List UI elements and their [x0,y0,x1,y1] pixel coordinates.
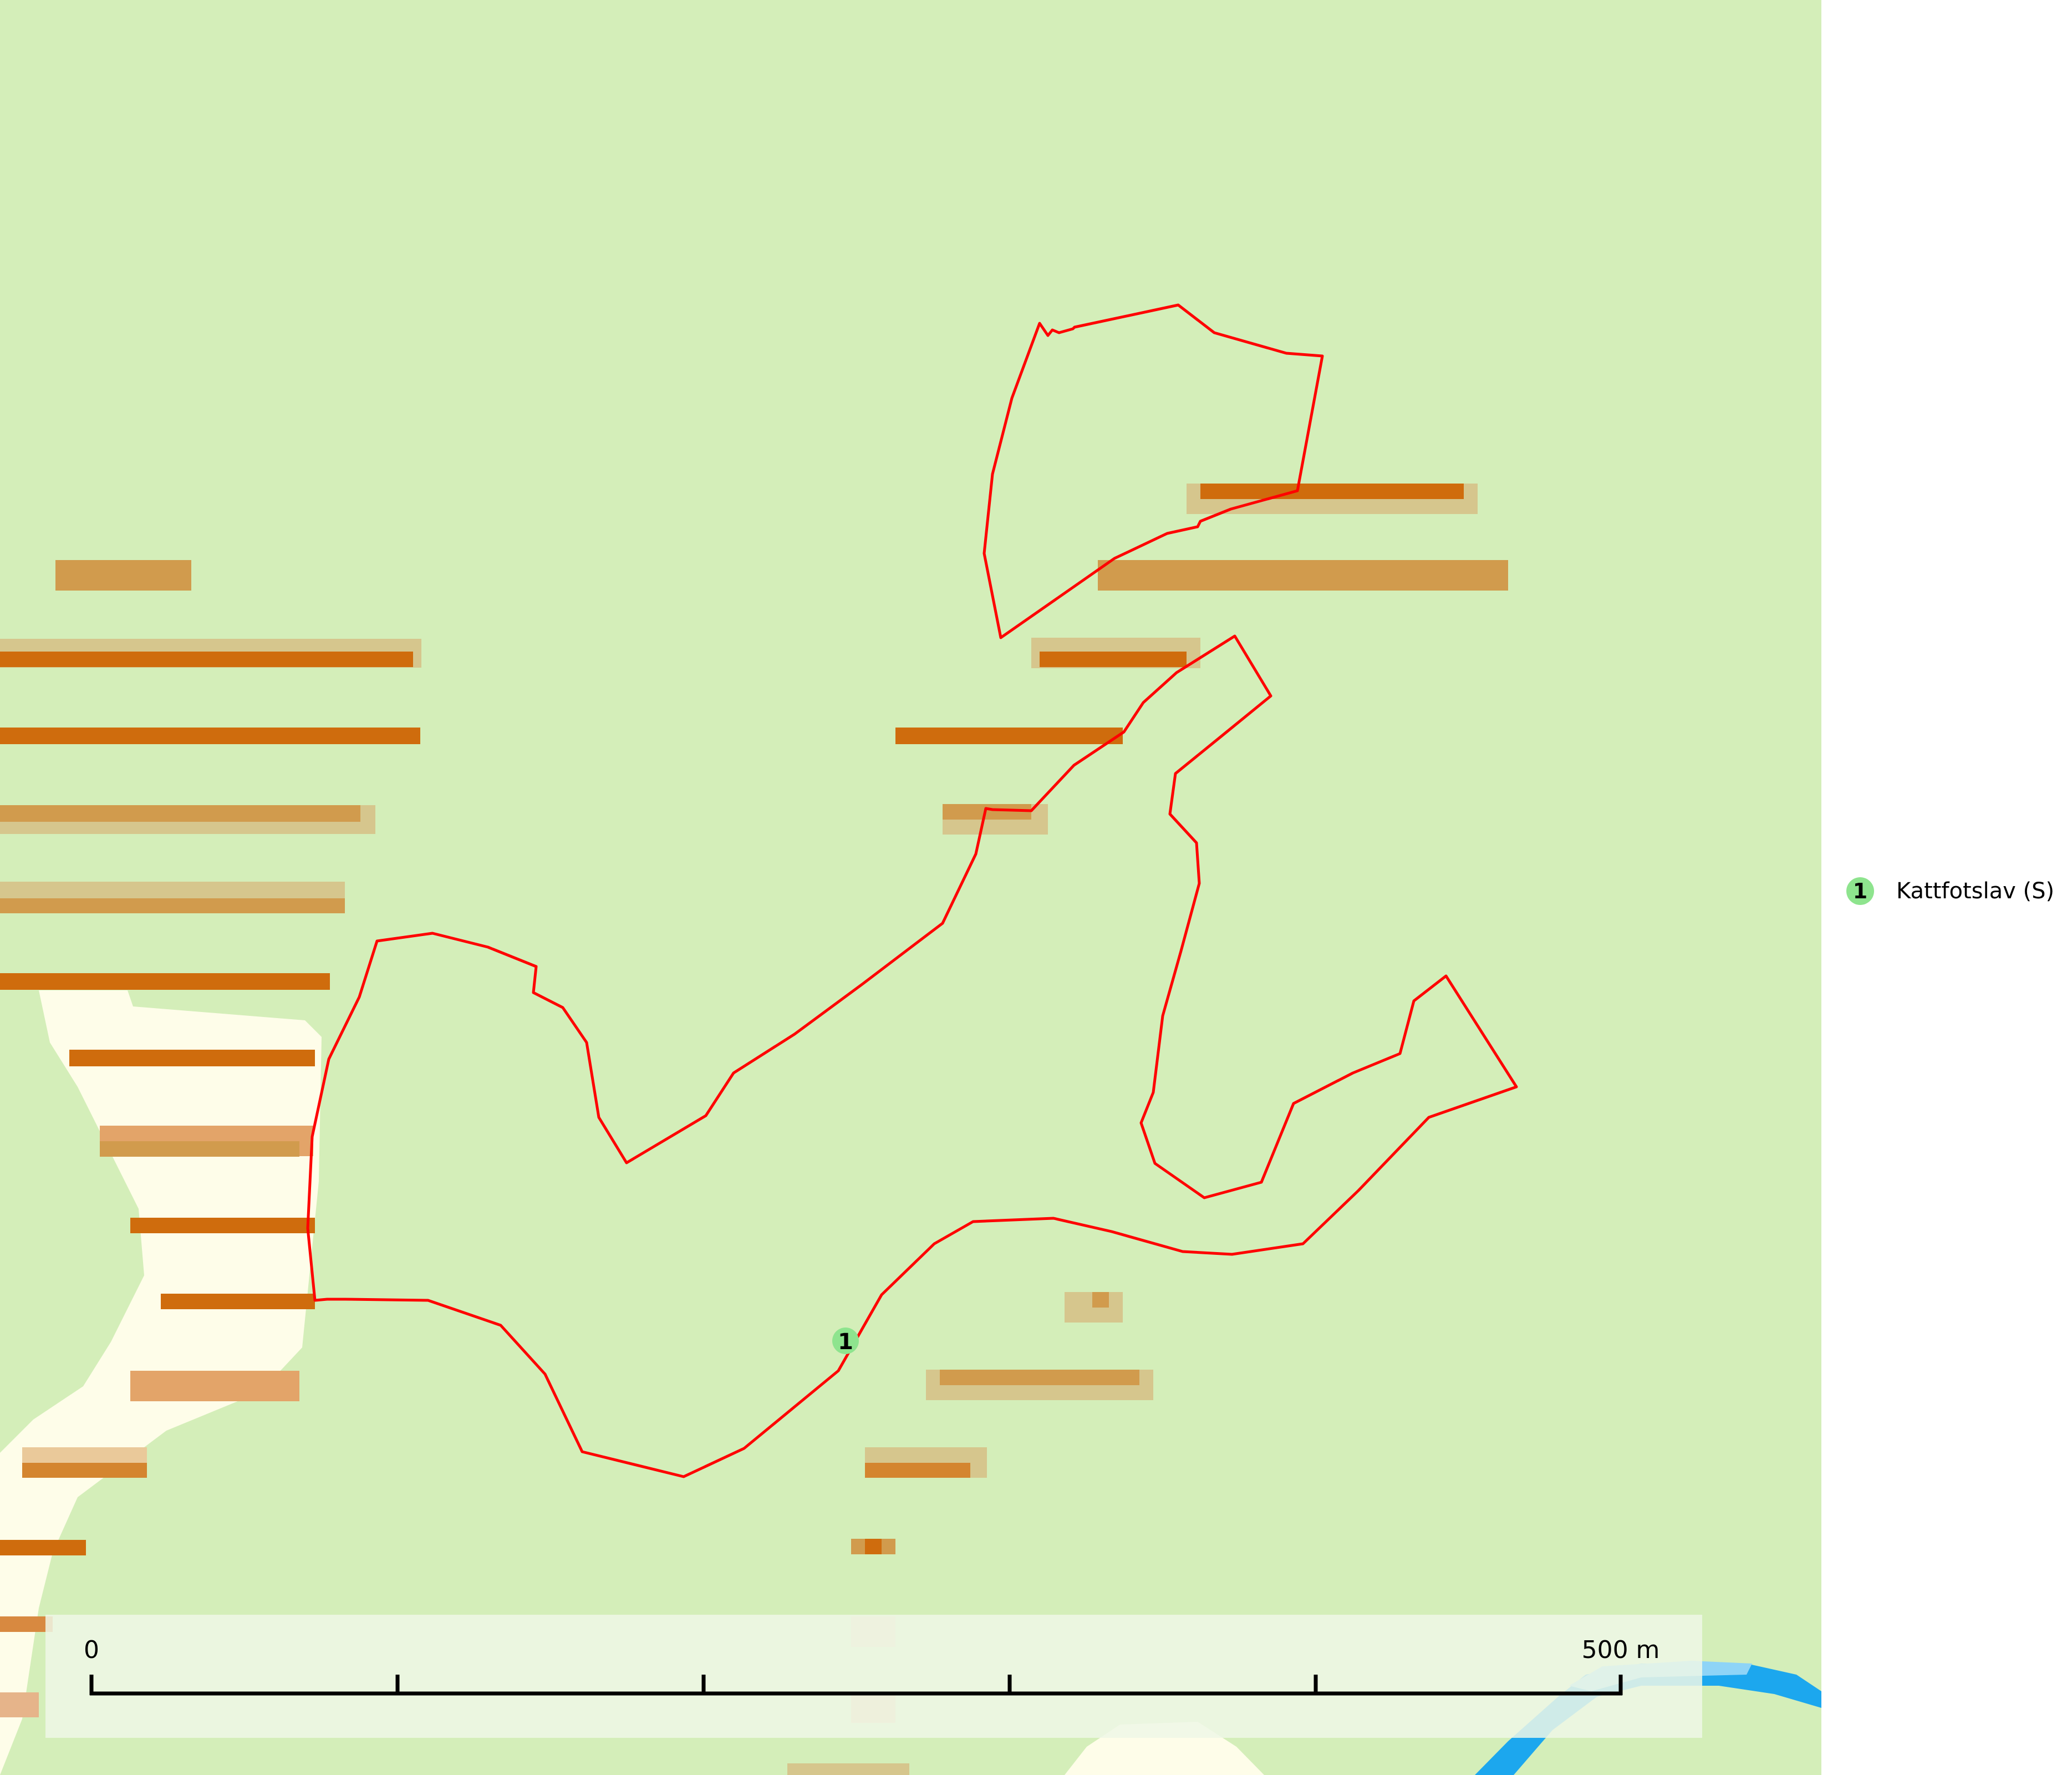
legend-item-label: Kattfotslav (S) [1896,878,2055,904]
scale-bar: 0 500 m [45,1615,1702,1738]
observation-marker-number: 1 [838,1329,853,1355]
scale-label-start: 0 [84,1636,99,1664]
legend: 1 Kattfotslav (S) [1846,872,2054,911]
survey-boundary [306,303,1518,1478]
boundary-north-polygon [982,303,1324,639]
scale-label-end: 500 m [1582,1636,1660,1664]
green-circle-icon [832,1328,859,1354]
observation-marker[interactable]: 1 [832,1328,859,1355]
green-circle-icon: 1 [1846,877,1874,905]
scale-bar-background [45,1615,1702,1738]
legend-item-number: 1 [1852,879,1868,903]
boundary-main-polygon [306,634,1518,1478]
